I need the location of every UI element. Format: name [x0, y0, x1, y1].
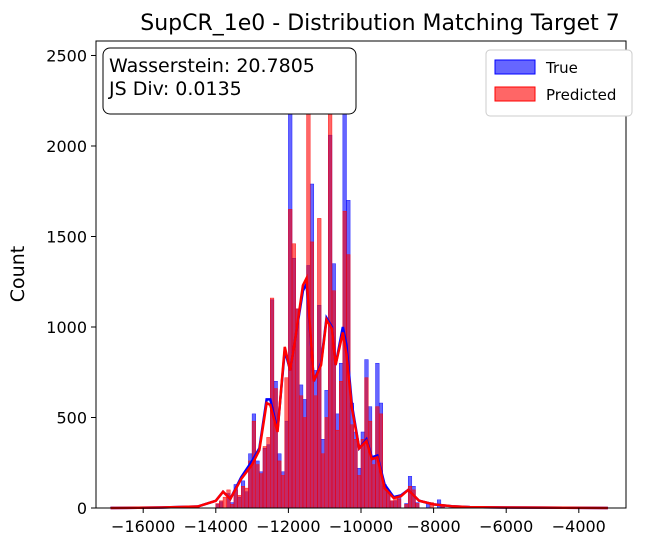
- bar-predicted-36: [331, 290, 336, 509]
- bar-predicted-51: [386, 493, 391, 509]
- chart-title: SupCR_1e0 - Distribution Matching Target…: [140, 11, 620, 36]
- x-tick-label-4: −8000: [407, 517, 461, 536]
- bar-predicted-23: [284, 377, 289, 509]
- stats-box-frame: [102, 47, 357, 115]
- bar-predicted-43: [357, 475, 362, 509]
- bar-predicted-44: [360, 439, 365, 509]
- x-axis: −16000 −14000 −12000 −10000 −8000 −6000 −4000: [111, 508, 606, 536]
- bar-predicted-58: [415, 503, 420, 509]
- bar-predicted-38: [339, 381, 344, 509]
- bar-predicted-11: [241, 486, 246, 509]
- x-tick-label-3: −10000: [329, 517, 393, 536]
- x-tick-label-2: −12000: [256, 517, 320, 536]
- bar-predicted-18: [266, 437, 271, 509]
- bar-predicted-25: [291, 243, 296, 509]
- bar-predicted-53: [393, 497, 398, 509]
- bar-predicted-15: [255, 464, 260, 509]
- y-axis-label: Count: [7, 246, 29, 302]
- stats-annotation-box: Wasserstein: 20.7805 JS Div: 0.0135: [102, 47, 357, 115]
- y-tick-label-5: 2500: [46, 46, 87, 65]
- wasserstein-text: Wasserstein: 20.7805: [109, 55, 315, 77]
- bar-predicted-46: [368, 420, 373, 509]
- y-tick-label-3: 1500: [46, 227, 87, 246]
- plot-area: [110, 69, 609, 510]
- legend-swatch-true: [494, 59, 536, 75]
- bar-predicted-12: [244, 487, 249, 509]
- bar-predicted-42: [353, 439, 358, 509]
- x-tick-label-5: −6000: [479, 517, 533, 536]
- bar-predicted-27: [299, 395, 304, 509]
- legend-label-true: True: [545, 59, 578, 77]
- y-tick-label-2: 1000: [46, 318, 87, 337]
- x-tick-label-6: −4000: [552, 517, 606, 536]
- y-tick-label-4: 2000: [46, 137, 87, 156]
- bar-predicted-47: [371, 464, 376, 509]
- bar-predicted-34: [324, 417, 329, 509]
- bar-predicted-52: [389, 500, 394, 509]
- legend-label-predicted: Predicted: [546, 86, 616, 104]
- legend-swatch-predicted: [494, 86, 536, 102]
- y-axis: 0 500 1000 1500 2000 2500: [46, 46, 96, 518]
- x-tick-label-1: −14000: [184, 517, 248, 536]
- bar-predicted-8: [230, 504, 235, 509]
- bar-predicted-35: [328, 73, 333, 509]
- bar-predicted-54: [397, 498, 402, 509]
- y-tick-label-0: 0: [77, 499, 87, 518]
- bar-predicted-21: [277, 460, 282, 509]
- bar-predicted-55: [404, 504, 409, 509]
- bar-predicted-16: [259, 473, 264, 509]
- legend: True Predicted: [485, 49, 633, 117]
- bar-predicted-5: [219, 500, 224, 509]
- bar-predicted-37: [335, 429, 340, 509]
- bar-predicted-22: [280, 475, 285, 509]
- js-divergence-text: JS Div: 0.0135: [108, 78, 242, 100]
- bar-predicted-31: [313, 395, 318, 509]
- bar-predicted-33: [320, 453, 325, 509]
- bar-predicted-6: [222, 496, 227, 509]
- y-tick-label-1: 500: [56, 408, 87, 427]
- bar-predicted-41: [349, 424, 354, 509]
- x-tick-label-0: −16000: [111, 517, 175, 536]
- bar-predicted-10: [237, 495, 242, 509]
- kde-line-predicted: [110, 273, 608, 510]
- bar-predicted-20: [273, 388, 278, 509]
- bar-predicted-17: [262, 446, 267, 509]
- bar-predicted-4: [215, 503, 220, 509]
- bar-predicted-28: [302, 417, 307, 509]
